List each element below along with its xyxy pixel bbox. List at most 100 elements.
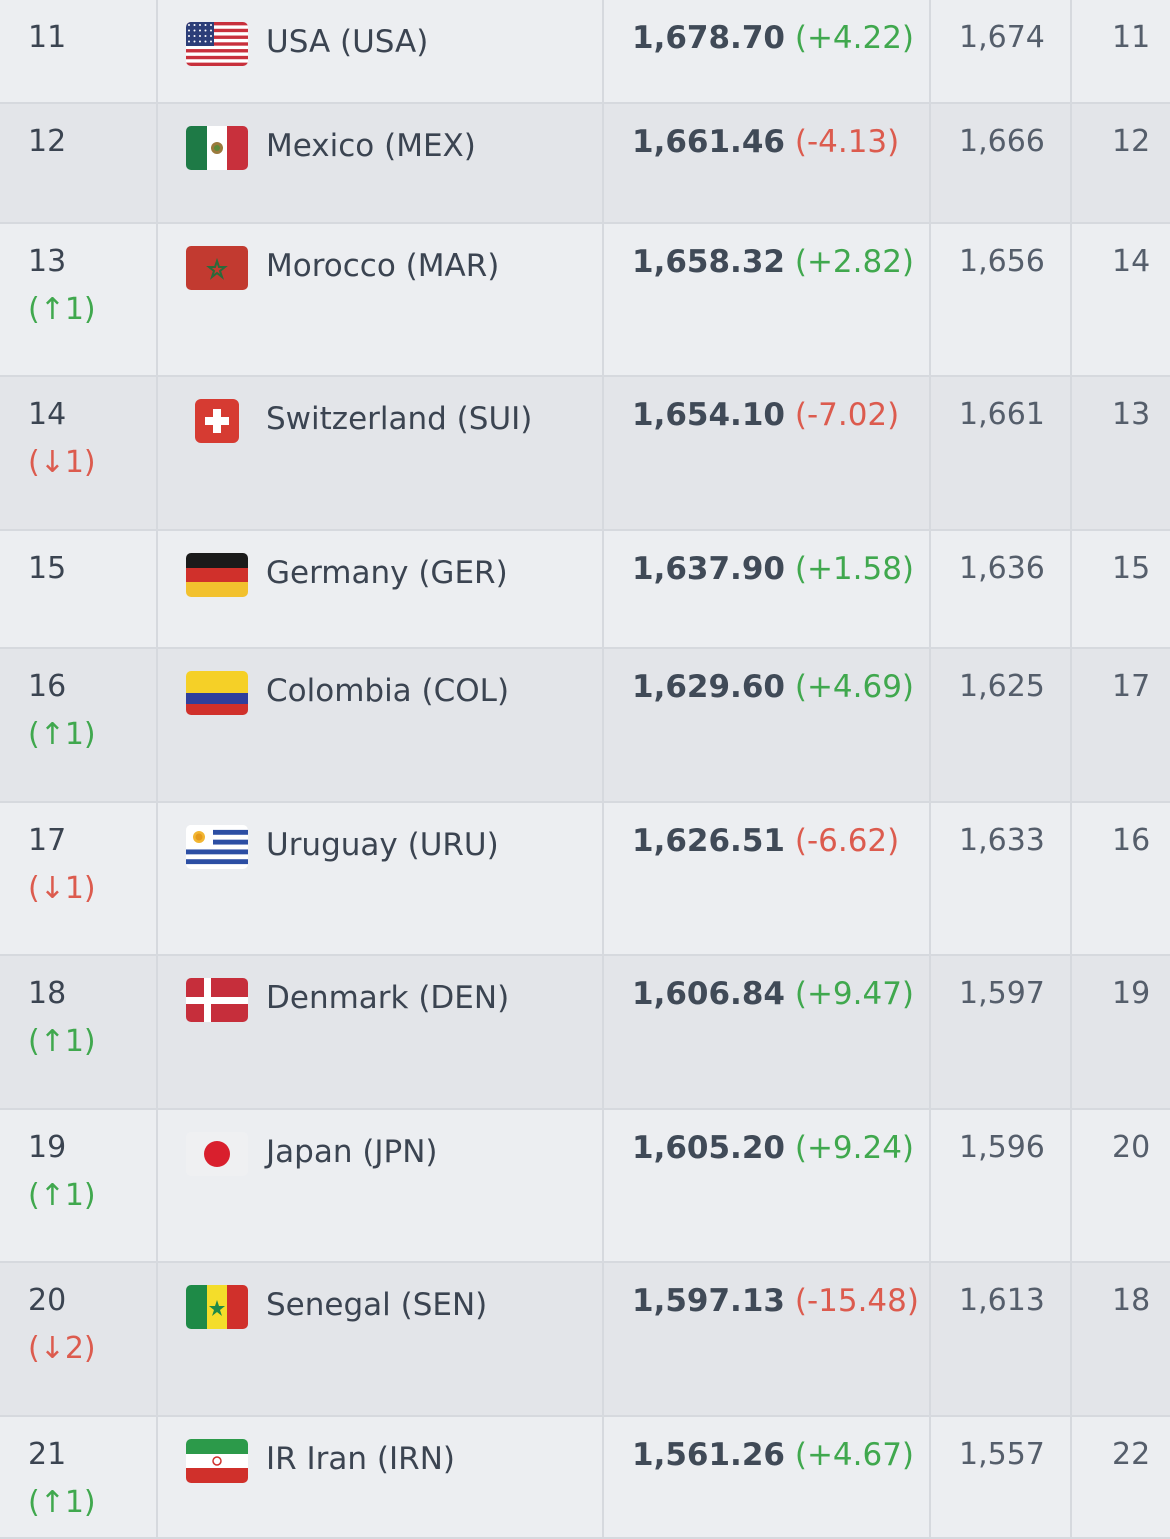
table-row[interactable]: 14 (↓1) Switzerland (SUI) 1,654.10 (-7.02) 1…	[0, 376, 1170, 531]
team-cell: IR Iran (IRN)	[157, 1416, 604, 1539]
points-cell: 1,658.32 (+2.82)	[603, 223, 931, 377]
points-cell: 1,637.90 (+1.58)	[603, 530, 931, 649]
team-name[interactable]: Switzerland (SUI)	[266, 401, 533, 437]
team-cell: Colombia (COL)	[157, 648, 604, 803]
points-cell: 1,626.51 (-6.62)	[603, 802, 931, 956]
team-cell: USA (USA)	[157, 0, 604, 104]
previous-points: 1,597	[959, 976, 1045, 1011]
points-change: (-4.13)	[794, 124, 900, 160]
colombia-flag-icon	[186, 671, 248, 715]
previous-points: 1,674	[959, 20, 1045, 55]
total-points: 1,626.51	[632, 823, 785, 859]
japan-flag-icon	[186, 1132, 248, 1176]
total-points: 1,629.60	[632, 669, 785, 705]
rank-number: 11	[28, 20, 67, 55]
team-name[interactable]: USA (USA)	[266, 24, 429, 60]
table-row[interactable]: 12 Mexico (MEX) 1,661.46 (-4.13) 1,666 12	[0, 103, 1170, 224]
team-name[interactable]: Uruguay (URU)	[266, 827, 499, 863]
uruguay-flag-icon	[186, 825, 248, 869]
table-row[interactable]: 13 (↑1) Morocco (MAR) 1,658.32 (+2.82) 1,656…	[0, 223, 1170, 377]
morocco-flag-icon	[186, 246, 248, 290]
previous-points-cell: 1,557	[930, 1416, 1072, 1539]
rank-number: 18	[28, 976, 67, 1011]
rank-number: 16	[28, 669, 67, 704]
rank-cell: 17 (↓1)	[0, 802, 158, 956]
table-row[interactable]: 21 (↑1) IR Iran (IRN) 1,561.26 (+4.67) 1,557…	[0, 1416, 1170, 1539]
points-change: (-6.62)	[794, 823, 900, 859]
points-cell: 1,605.20 (+9.24)	[603, 1109, 931, 1263]
previous-points: 1,613	[959, 1283, 1045, 1318]
previous-points: 1,656	[959, 244, 1045, 279]
team-name[interactable]: Germany (GER)	[266, 555, 508, 591]
previous-points-cell: 1,636	[930, 530, 1072, 649]
team-name[interactable]: Senegal (SEN)	[266, 1287, 488, 1323]
rank-movement: (↑1)	[28, 1178, 96, 1213]
previous-rank-cell: 12	[1071, 103, 1170, 224]
rank-cell: 19 (↑1)	[0, 1109, 158, 1263]
team-name[interactable]: Colombia (COL)	[266, 673, 510, 709]
team-cell: Senegal (SEN)	[157, 1262, 604, 1417]
table-row[interactable]: 17 (↓1) Uruguay (URU) 1,626.51 (-6.62) 1,633…	[0, 802, 1170, 956]
team-name[interactable]: Japan (JPN)	[266, 1134, 438, 1170]
previous-rank-cell: 16	[1071, 802, 1170, 956]
team-name[interactable]: IR Iran (IRN)	[266, 1441, 455, 1477]
table-row[interactable]: 16 (↑1) Colombia (COL) 1,629.60 (+4.69) 1,62…	[0, 648, 1170, 803]
total-points: 1,678.70	[632, 20, 785, 56]
previous-points-cell: 1,661	[930, 376, 1072, 531]
rank-number: 15	[28, 551, 67, 586]
previous-points: 1,661	[959, 397, 1045, 432]
team-name[interactable]: Morocco (MAR)	[266, 248, 500, 284]
points-change: (+2.82)	[794, 244, 915, 280]
iran-flag-icon	[186, 1439, 248, 1483]
rank-cell: 15	[0, 530, 158, 649]
points-change: (-7.02)	[794, 397, 900, 433]
table-row[interactable]: 11 USA (USA) 1,678.70 (+4.22) 1,674 11	[0, 0, 1170, 104]
previous-points-cell: 1,674	[930, 0, 1072, 104]
previous-points: 1,596	[959, 1130, 1045, 1165]
previous-rank-cell: 19	[1071, 955, 1170, 1110]
total-points: 1,561.26	[632, 1437, 785, 1473]
rank-cell: 21 (↑1)	[0, 1416, 158, 1539]
rank-movement: (↓1)	[28, 871, 96, 906]
rank-movement: (↓2)	[28, 1331, 96, 1366]
rank-cell: 11	[0, 0, 158, 104]
rank-number: 14	[28, 397, 67, 432]
table-row[interactable]: 20 (↓2) Senegal (SEN) 1,597.13 (-15.48) 1,61…	[0, 1262, 1170, 1417]
rank-movement: (↑1)	[28, 1024, 96, 1059]
rank-cell: 18 (↑1)	[0, 955, 158, 1110]
table-row[interactable]: 19 (↑1) Japan (JPN) 1,605.20 (+9.24) 1,596 20	[0, 1109, 1170, 1263]
previous-points-cell: 1,596	[930, 1109, 1072, 1263]
rank-cell: 12	[0, 103, 158, 224]
table-row[interactable]: 18 (↑1) Denmark (DEN) 1,606.84 (+9.47) 1,597…	[0, 955, 1170, 1110]
points-cell: 1,654.10 (-7.02)	[603, 376, 931, 531]
previous-rank: 18	[1112, 1283, 1151, 1318]
senegal-flag-icon	[186, 1285, 248, 1329]
team-name[interactable]: Mexico (MEX)	[266, 128, 476, 164]
team-cell: Mexico (MEX)	[157, 103, 604, 224]
points-change: (+4.69)	[794, 669, 915, 705]
rank-cell: 16 (↑1)	[0, 648, 158, 803]
rank-movement: (↓1)	[28, 445, 96, 480]
team-name[interactable]: Denmark (DEN)	[266, 980, 510, 1016]
total-points: 1,654.10	[632, 397, 785, 433]
previous-rank-cell: 20	[1071, 1109, 1170, 1263]
previous-rank: 14	[1112, 244, 1151, 279]
table-row[interactable]: 15 Germany (GER) 1,637.90 (+1.58) 1,636 15	[0, 530, 1170, 649]
previous-rank-cell: 18	[1071, 1262, 1170, 1417]
previous-points-cell: 1,625	[930, 648, 1072, 803]
points-cell: 1,629.60 (+4.69)	[603, 648, 931, 803]
previous-rank: 20	[1112, 1130, 1151, 1165]
rank-number: 20	[28, 1283, 67, 1318]
previous-points-cell: 1,656	[930, 223, 1072, 377]
denmark-flag-icon	[186, 978, 248, 1022]
previous-rank: 22	[1112, 1437, 1151, 1472]
points-cell: 1,661.46 (-4.13)	[603, 103, 931, 224]
previous-points-cell: 1,613	[930, 1262, 1072, 1417]
previous-rank: 15	[1112, 551, 1151, 586]
previous-points: 1,557	[959, 1437, 1045, 1472]
rank-number: 13	[28, 244, 67, 279]
team-cell: Morocco (MAR)	[157, 223, 604, 377]
total-points: 1,597.13	[632, 1283, 785, 1319]
total-points: 1,661.46	[632, 124, 785, 160]
points-change: (+1.58)	[794, 551, 915, 587]
